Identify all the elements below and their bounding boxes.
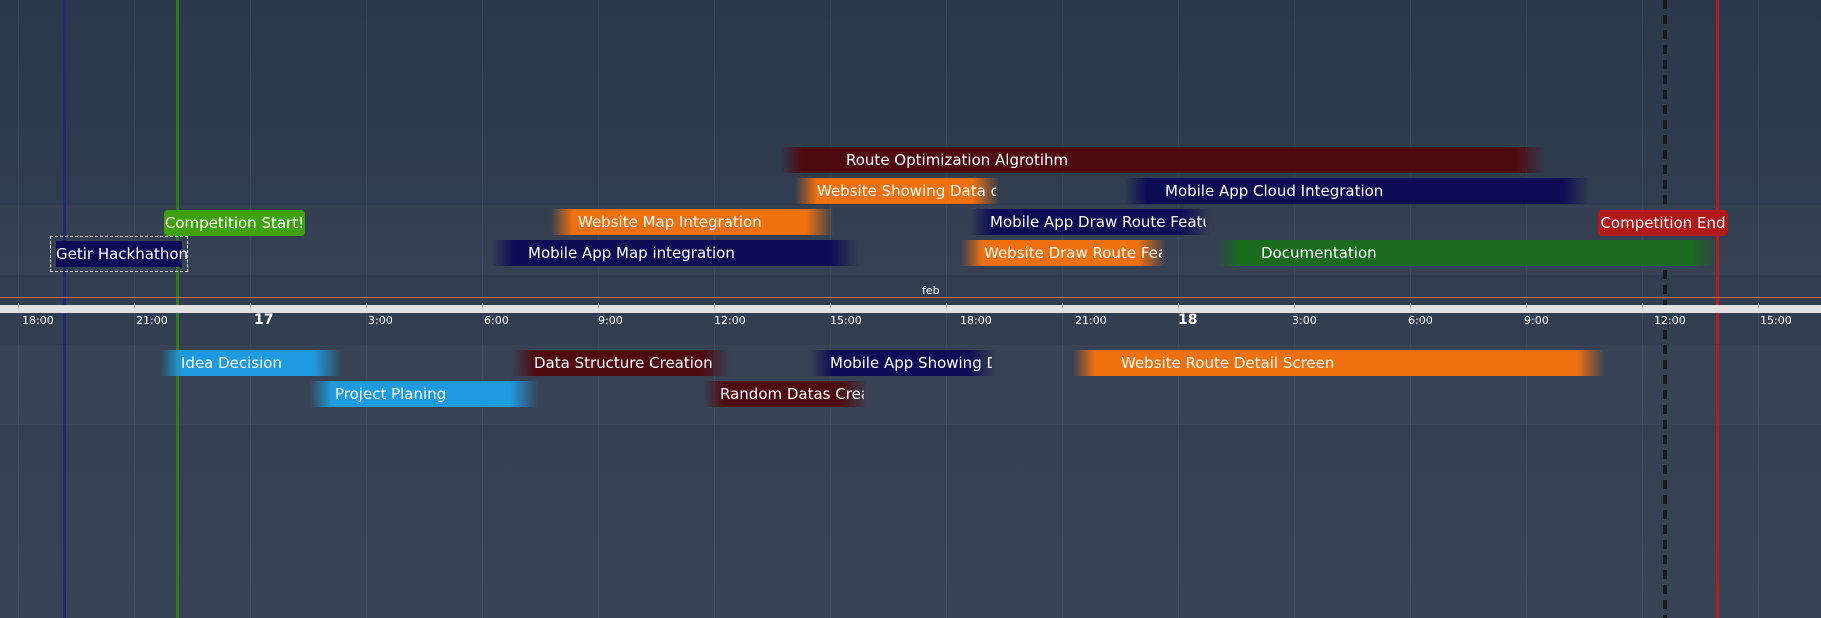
timeline-item-label: Getir Hackhathon	[56, 245, 189, 263]
timeline-item-documentation[interactable]: Documentation	[1217, 240, 1719, 266]
timeline-item-label: Data Structure Creation	[534, 354, 713, 372]
axis-tick	[1178, 303, 1179, 308]
axis-tick	[366, 303, 367, 308]
axis-label: 12:00	[1654, 314, 1686, 327]
timeline-item-label: Mobile App Cloud Integration	[1165, 182, 1384, 200]
timeline-item-project-planing[interactable]: Project Planing	[310, 381, 538, 407]
timeline-item-mobile-map[interactable]: Mobile App Map integration	[491, 240, 859, 266]
timeline-item-label: Random Datas Crea	[720, 385, 864, 403]
axis-label: 15:00	[830, 314, 862, 327]
timeline-item-competition-end[interactable]: Competition End	[1598, 210, 1728, 236]
axis-label: 6:00	[1408, 314, 1433, 327]
timeline-item-label: Website Showing Data of	[817, 182, 996, 200]
axis-label: 9:00	[1524, 314, 1549, 327]
timeline-item-website-showing-data[interactable]: Website Showing Data of	[795, 178, 1000, 204]
timeline-item-label: Idea Decision	[181, 354, 282, 372]
timeline-item-website-draw-route[interactable]: Website Draw Route Fea	[961, 240, 1166, 266]
timeline-item-label: Mobile App Map integration	[528, 244, 735, 262]
axis-tick	[1642, 303, 1643, 308]
current-day-line	[0, 297, 1821, 298]
timeline-item-label: Documentation	[1261, 244, 1377, 262]
timeline-item-random-datas[interactable]: Random Datas Crea	[703, 381, 868, 407]
axis-tick	[598, 303, 599, 308]
axis-label: 9:00	[598, 314, 623, 327]
timeline-item-idea-decision[interactable]: Idea Decision	[160, 350, 342, 376]
axis-tick	[1758, 303, 1759, 308]
axis-tick	[830, 303, 831, 308]
axis-label: 18	[1178, 312, 1198, 328]
axis-tick	[1526, 303, 1527, 308]
axis-tick	[134, 303, 135, 308]
axis-label: 15:00	[1760, 314, 1792, 327]
axis-tick	[1410, 303, 1411, 308]
axis-label: 6:00	[484, 314, 509, 327]
axis-tick	[714, 303, 715, 308]
axis-tick	[250, 303, 251, 308]
timeline-item-label: Competition Start!	[164, 214, 305, 232]
timeline-item-label: Mobile App Showing D	[830, 354, 992, 372]
timeline-item-route-optimization[interactable]: Route Optimization Algrotihm	[780, 147, 1545, 173]
timeline-item-label: Website Map Integration	[578, 213, 762, 231]
timeline-item-website-route-detail[interactable]: Website Route Detail Screen	[1073, 350, 1605, 376]
month-label: feb	[922, 284, 940, 297]
axis-tick	[946, 303, 947, 308]
timeline-item-label: Route Optimization Algrotihm	[846, 151, 1069, 169]
time-axis[interactable]	[0, 305, 1821, 313]
timeline-item-mobile-cloud[interactable]: Mobile App Cloud Integration	[1125, 178, 1590, 204]
timeline-item-website-map[interactable]: Website Map Integration	[551, 209, 834, 235]
axis-tick	[482, 303, 483, 308]
timeline-item-label: Mobile App Draw Route Featu	[990, 213, 1206, 231]
axis-label: 18:00	[960, 314, 992, 327]
axis-label: 17	[254, 312, 274, 328]
axis-tick	[18, 303, 19, 308]
axis-label: 12:00	[714, 314, 746, 327]
timeline-item-label: Website Draw Route Fea	[984, 244, 1162, 262]
timeline-item-label: Competition End	[1600, 214, 1726, 232]
axis-label: 3:00	[1292, 314, 1317, 327]
timeline-item-label: Project Planing	[335, 385, 447, 403]
axis-label: 3:00	[368, 314, 393, 327]
axis-label: 21:00	[136, 314, 168, 327]
timeline-item-data-structure[interactable]: Data Structure Creation	[513, 350, 730, 376]
axis-label: 18:00	[22, 314, 54, 327]
axis-tick	[1294, 303, 1295, 308]
selected-item-fill: Getir Hackhathon	[56, 241, 188, 267]
timeline-item-label: Website Route Detail Screen	[1121, 354, 1335, 372]
timeline-item-mobile-draw-route[interactable]: Mobile App Draw Route Featu	[970, 209, 1210, 235]
axis-tick	[1062, 303, 1063, 308]
axis-label: 21:00	[1075, 314, 1107, 327]
timeline-item-mobile-showing-data[interactable]: Mobile App Showing D	[810, 350, 996, 376]
timeline-item-competition-start[interactable]: Competition Start!	[164, 210, 305, 236]
timeline-item-getir-hackathon[interactable]: Getir Hackhathon	[50, 236, 188, 272]
